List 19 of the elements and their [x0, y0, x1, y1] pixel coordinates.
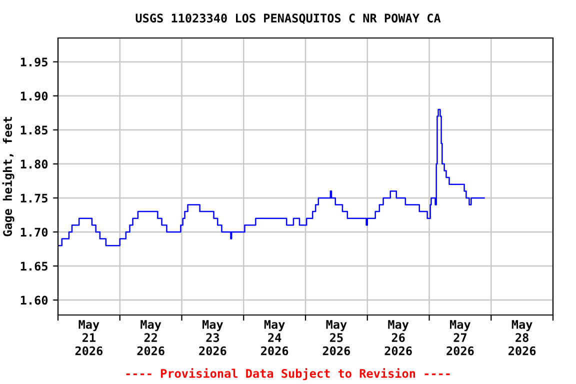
y-tick-label: 1.80 [20, 160, 48, 169]
x-tick-label: May 27 2026 [446, 320, 474, 356]
y-tick-label: 1.60 [20, 296, 48, 305]
y-tick-label: 1.90 [20, 92, 48, 101]
y-tick-label: 1.95 [20, 58, 48, 67]
x-tick-label: May 26 2026 [384, 320, 412, 356]
x-tick-label: May 21 2026 [75, 320, 103, 356]
x-tick-label: May 25 2026 [322, 320, 350, 356]
x-tick-label: May 28 2026 [508, 320, 536, 356]
y-tick-label: 1.65 [20, 262, 48, 271]
y-axis-title: Gage height, feet [2, 117, 14, 236]
x-tick-label: May 22 2026 [137, 320, 164, 356]
y-tick-label: 1.75 [20, 194, 48, 203]
x-tick-label: May 23 2026 [199, 320, 226, 356]
y-tick-label: 1.85 [20, 126, 48, 135]
x-tick-label: May 24 2026 [261, 320, 288, 356]
text: ---- Provisional Data Subject to Revision ---- [126, 368, 450, 380]
chart-title: USGS 11023340 LOS PENASQUITOS C NR POWAY CA [136, 14, 441, 24]
y-tick-label: 1.70 [20, 228, 48, 237]
